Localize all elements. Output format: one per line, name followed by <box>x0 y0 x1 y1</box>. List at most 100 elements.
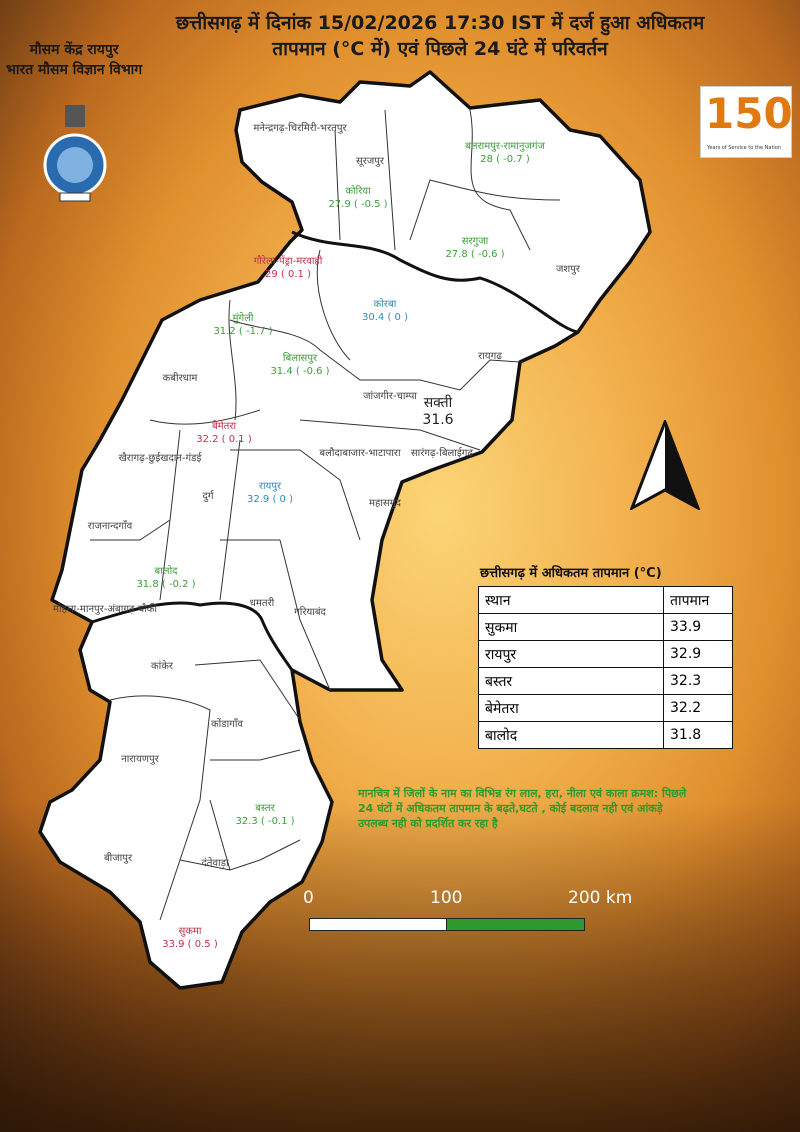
district-name: दंतेवाड़ा <box>201 858 229 869</box>
district-label: जशपुर <box>556 263 580 276</box>
district-label: दुर्ग <box>203 490 214 503</box>
office-line-2: भारत मौसम विज्ञान विभाग <box>6 62 143 78</box>
district-name: सरगुजा <box>461 236 489 247</box>
district-name: रायपुर <box>258 481 282 492</box>
district-name: सूरजपुर <box>355 156 385 167</box>
district-label: सरगुजा 27.8 ( -0.6 ) <box>445 235 504 261</box>
district-name: खैरागढ़-छुईखदान-गंडई <box>118 453 202 464</box>
title-line-2: तापमान (°C में) एवं पिछले 24 घंटे में पर… <box>272 38 608 60</box>
district-name: सक्ती <box>423 395 453 411</box>
district-label: बलौदाबाजार-भाटापारा <box>319 447 400 460</box>
district-label: जांजगीर-चाम्पा <box>363 390 417 403</box>
cell-place: बस्तर <box>478 667 664 695</box>
district-name: बस्तर <box>255 803 275 814</box>
district-label: खैरागढ़-छुईखदान-गंडई <box>119 452 202 465</box>
scale-bar-green <box>446 918 585 931</box>
district-name: कांकेर <box>150 661 174 672</box>
district-label: सारंगढ़-बिलाईगढ़ <box>411 447 473 460</box>
district-name: मनेन्द्रगढ़-चिरमिरी-भरतपुर <box>253 123 347 134</box>
top-temperature-table-title: छत्तीसगढ़ में अधिकतम तापमान (°C) <box>480 566 662 581</box>
district-label: रायपुर 32.9 ( 0 ) <box>247 480 293 506</box>
district-label: बस्तर 32.3 ( -0.1 ) <box>235 802 294 828</box>
district-name: सारंगढ़-बिलाईगढ़ <box>410 448 474 459</box>
district-name: जशपुर <box>556 264 580 275</box>
district-name: बलौदाबाजार-भाटापारा <box>319 448 401 459</box>
scale-bar-white <box>309 918 447 931</box>
division-boundary <box>291 230 579 334</box>
imd-150-years-logo: 150 Years of Service to the Nation <box>700 86 793 158</box>
district-temperature: 33.9 ( 0.5 ) <box>162 939 218 950</box>
state-outline <box>38 70 652 990</box>
district-temperature: 31.8 ( -0.2 ) <box>136 579 196 590</box>
cell-temp: 32.3 <box>663 667 733 695</box>
color-legend-note: मानचित्र में जिलों के नाम का विभिन्न रंग… <box>358 787 687 830</box>
district-temperature: 32.9 ( 0 ) <box>247 494 293 505</box>
district-name: राजनान्दगाँव <box>87 521 133 532</box>
district-temperature: 31.6 <box>422 412 454 428</box>
office-name: मौसम केंद्र रायपुर भारत मौसम विज्ञान विभ… <box>6 40 142 80</box>
cell-temp: 33.9 <box>663 613 733 641</box>
district-temperature: 30.4 ( 0 ) <box>362 312 408 323</box>
district-label: रायगढ़ <box>478 350 502 363</box>
district-label: सुकमा 33.9 ( 0.5 ) <box>162 925 218 951</box>
district-label: धमतरी <box>250 597 275 610</box>
district-name: गरियाबंद <box>294 607 326 618</box>
district-label: गौरेला-पेंड्रा-मरवाही 29 ( 0.1 ) <box>254 255 323 281</box>
district-name: नारायणपुर <box>121 754 159 765</box>
district-label: नारायणपुर <box>121 753 159 766</box>
district-label: महासमुंद <box>369 497 401 510</box>
table-row: बालोद 31.8 <box>478 721 733 749</box>
cell-place: सुकमा <box>478 613 664 641</box>
scale-label-100: 100 <box>430 888 463 908</box>
district-label: कबीरधाम <box>163 372 198 385</box>
logo-150-number: 150 <box>705 89 793 138</box>
district-name: जांजगीर-चाम्पा <box>363 391 417 402</box>
district-name: मुंगेली <box>232 313 254 324</box>
map-title: छत्तीसगढ़ में दिनांक 15/02/2026 17:30 IS… <box>130 10 750 62</box>
cell-place: बेमेतरा <box>478 694 664 722</box>
district-name: बालोद <box>154 566 178 577</box>
table-header-row: स्थान तापमान <box>478 586 733 614</box>
district-label: मनेन्द्रगढ़-चिरमिरी-भरतपुर <box>253 122 346 135</box>
north-arrow-icon <box>630 420 700 510</box>
district-label: कोरिया 27.9 ( -0.5 ) <box>328 185 387 211</box>
table-row: रायपुर 32.9 <box>478 640 733 668</box>
district-temperature: 28 ( -0.7 ) <box>480 154 530 165</box>
district-label: बालोद 31.8 ( -0.2 ) <box>136 565 195 591</box>
scale-label-0: 0 <box>303 888 314 908</box>
table-row: सुकमा 33.9 <box>478 613 733 641</box>
district-name: कोंडागाँव <box>211 719 243 730</box>
title-line-1: छत्तीसगढ़ में दिनांक 15/02/2026 17:30 IS… <box>175 12 705 34</box>
district-label: कोंडागाँव <box>211 718 243 731</box>
district-label: बेमेतरा 32.2 ( 0.1 ) <box>196 420 252 446</box>
district-name: दुर्ग <box>202 491 214 502</box>
division-boundary <box>91 601 294 671</box>
district-label: गरियाबंद <box>294 606 326 619</box>
table-row: बेमेतरा 32.2 <box>478 694 733 722</box>
district-label: सूरजपुर <box>356 155 384 168</box>
district-label: बीजापुर <box>104 852 132 865</box>
cell-place: रायपुर <box>478 640 664 668</box>
cell-temp: 31.8 <box>663 721 733 749</box>
district-name: गौरेला-पेंड्रा-मरवाही <box>253 256 323 267</box>
district-name: मोहला-मानपुर-अंबागढ़ चौकी <box>53 604 157 615</box>
logo-150-tagline: Years of Service to the Nation <box>707 145 782 151</box>
district-name: सुकमा <box>178 926 202 937</box>
district-name: महासमुंद <box>369 498 401 509</box>
scale-label-200: 200 km <box>568 888 633 908</box>
cell-temp: 32.2 <box>663 694 733 722</box>
table-row: बस्तर 32.3 <box>478 667 733 695</box>
district-temperature: 29 ( 0.1 ) <box>265 269 311 280</box>
district-temperature: 32.2 ( 0.1 ) <box>196 434 252 445</box>
district-name: धमतरी <box>249 598 275 609</box>
district-temperature: 31.4 ( -0.6 ) <box>270 366 330 377</box>
district-name: बेमेतरा <box>211 421 237 432</box>
header-temperature: तापमान <box>663 586 733 614</box>
district-temperature: 31.2 ( -1.7 ) <box>213 326 273 337</box>
district-name: रायगढ़ <box>478 351 502 362</box>
district-name: कोरिया <box>345 186 371 197</box>
district-label: राजनान्दगाँव <box>88 520 132 533</box>
header-place: स्थान <box>478 586 664 614</box>
cell-temp: 32.9 <box>663 640 733 668</box>
